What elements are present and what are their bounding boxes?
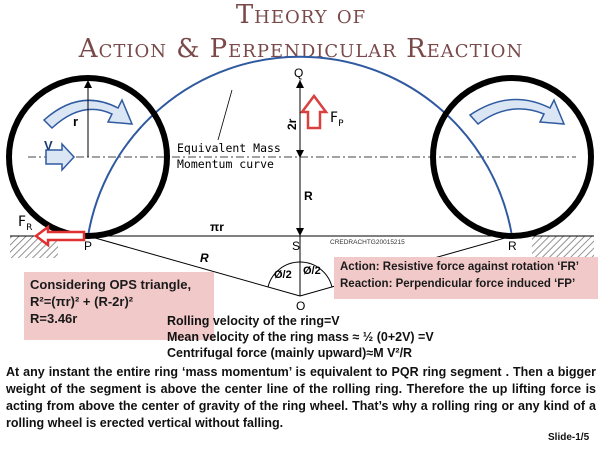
explanation-paragraph: At any instant the entire ring ‘mass mom… — [6, 365, 596, 430]
ops-line-1: Considering OPS triangle, — [30, 277, 192, 292]
angle-arc — [267, 261, 333, 288]
curve-label-line-2: Momentum curve — [177, 157, 274, 171]
slide-number: Slide-1/5 — [548, 432, 590, 443]
left-rotation-arrow-icon — [42, 98, 134, 130]
radius-r-label: r — [73, 114, 78, 129]
vertical-mid-arrowhead-icon — [296, 150, 304, 158]
label-r-vertical: R — [304, 189, 313, 203]
radius-r-arrowhead-icon — [84, 80, 92, 88]
q-arrowhead-icon — [296, 80, 304, 88]
reaction-line: Reaction: Perpendicular force induced ‘F… — [340, 278, 576, 290]
ops-line-3: R=3.46r — [30, 311, 78, 326]
line-op — [87, 235, 301, 297]
fp-arrow-icon — [299, 93, 329, 130]
label-phi-left: Ø/2 — [274, 269, 292, 281]
rolling-velocity-line: Rolling velocity of the ring=V — [167, 314, 340, 328]
label-pi-r: πr — [210, 220, 224, 234]
label-phi-right: Ø/2 — [303, 265, 321, 277]
ground-hatch-right — [532, 236, 594, 258]
fr-label-subscript: R — [26, 223, 32, 233]
mean-velocity-line: Mean velocity of the ring mass ≈ ½ (0+2V… — [167, 330, 434, 344]
centrifugal-force-line: Centrifugal force (mainly upward)≈M V²/R — [167, 346, 413, 360]
s-arrowhead-icon — [296, 228, 304, 236]
ops-triangle-box: Considering OPS triangle, R²=(πr)² + (R-… — [24, 272, 214, 340]
label-r-diagonal: R — [200, 251, 209, 265]
right-rotation-arrow-icon — [468, 98, 566, 126]
action-reaction-box: Action: Resistive force against rotation… — [334, 257, 598, 299]
fp-label: FP — [330, 110, 344, 129]
watermark-code: CREDRACHTG20015215 — [330, 239, 405, 246]
title-line-1: Theory of — [235, 0, 367, 30]
point-r: R — [508, 239, 517, 253]
fr-arrow-icon — [33, 224, 86, 248]
fp-label-subscript: P — [338, 119, 344, 129]
point-o: O — [296, 299, 305, 313]
velocity-arrow-icon — [45, 142, 76, 172]
fr-label: FR — [18, 214, 32, 233]
action-line: Action: Resistive force against rotation… — [340, 261, 579, 273]
curve-label-line-1: Equivalent Mass — [177, 141, 281, 155]
curve-label-pointer — [217, 89, 233, 141]
point-p: P — [84, 239, 92, 253]
point-q: Q — [294, 66, 303, 80]
point-s: S — [292, 239, 300, 253]
equivalent-mass-curve — [87, 55, 513, 237]
velocity-label: V — [44, 138, 53, 153]
ops-line-2: R²=(πr)² + (R-2r)² — [30, 294, 134, 309]
title-line-2: Action & Perpendicular Reaction — [78, 34, 524, 64]
label-2r: 2r — [285, 118, 299, 130]
